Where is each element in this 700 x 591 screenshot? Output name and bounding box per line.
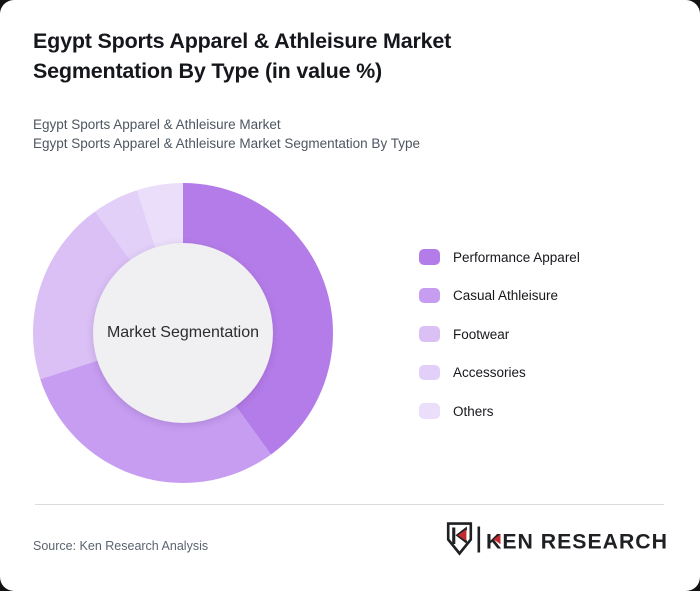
legend-swatch-icon xyxy=(419,326,440,342)
footer-divider xyxy=(35,504,664,505)
logo-divider xyxy=(477,526,481,553)
logo-wordmark: KEN RESEARCH xyxy=(486,530,668,554)
legend-item-performance-apparel: Performance Apparel xyxy=(419,249,580,265)
legend-swatch-icon xyxy=(419,403,440,419)
subtitle-market: Egypt Sports Apparel & Athleisure Market xyxy=(33,117,281,132)
donut-center-label: Market Segmentation xyxy=(106,324,260,341)
legend-item-footwear: Footwear xyxy=(419,326,580,342)
legend-item-others: Others xyxy=(419,403,580,419)
ken-research-logo: KEN RESEARCH xyxy=(446,522,668,556)
subtitle-segmentation: Egypt Sports Apparel & Athleisure Market… xyxy=(33,136,420,151)
legend-label: Footwear xyxy=(453,326,510,342)
chart-legend: Performance Apparel Casual Athleisure Fo… xyxy=(419,249,580,442)
legend-swatch-icon xyxy=(419,287,440,304)
legend-item-casual-athleisure: Casual Athleisure xyxy=(419,287,580,304)
source-note: Source: Ken Research Analysis xyxy=(33,539,209,553)
donut-chart: Market Segmentation xyxy=(33,183,333,483)
page-title: Egypt Sports Apparel & Athleisure Market… xyxy=(33,29,452,83)
legend-swatch-icon xyxy=(419,249,440,265)
legend-label: Performance Apparel xyxy=(453,249,580,265)
donut-center: Market Segmentation xyxy=(93,243,273,423)
legend-label: Accessories xyxy=(453,365,526,380)
legend-label: Others xyxy=(453,403,494,419)
legend-swatch-icon xyxy=(419,364,440,381)
legend-label: Casual Athleisure xyxy=(453,288,559,303)
logo-shield-icon xyxy=(446,522,473,556)
legend-item-accessories: Accessories xyxy=(419,364,580,381)
logo-wordmark-wedge xyxy=(493,534,501,545)
